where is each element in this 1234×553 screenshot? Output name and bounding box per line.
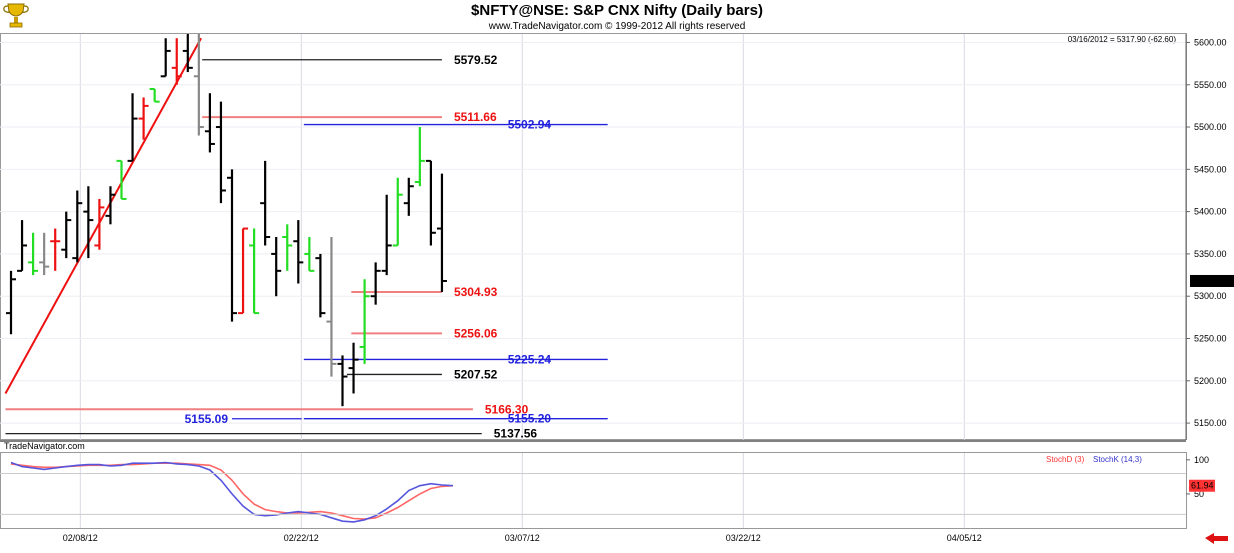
ohlc-bar [348,342,359,394]
ohlc-bar [204,93,215,153]
price-tick-label: 5450.00 [1194,164,1227,174]
stoch-tick-label: 50 [1194,489,1204,499]
stochastic-lines [10,461,454,523]
price-axis: 5150.00 5200.00 5250.00 5300.00 5350.00 5400.… [1185,34,1234,440]
last-price-label: 5317.90 [1192,276,1225,286]
date-tick-label: 02/08/12 [63,533,98,543]
stoch-panel-label: TradeNavigator.com [4,441,85,451]
date-tick-label: 03/22/12 [726,533,761,543]
ohlc-bar [17,220,28,272]
price-tick-label: 5200.00 [1194,376,1227,386]
last-price-box [1190,274,1234,287]
trophy-icon [3,3,29,28]
ohlc-bar [238,227,249,315]
level-label-5304.93: 5304.93 [454,285,498,299]
ohlc-bar [370,262,381,305]
ohlc-bars [6,34,447,407]
legend-stoch-k: StochK (14,3) [1093,455,1142,464]
ohlc-bar [149,87,160,103]
chart-subtitle: www.TradeNavigator.com © 1999-2012 All r… [488,21,746,32]
ohlc-bar [215,101,226,204]
stoch-axis: 50 100 61.94 [0,455,1215,515]
date-tick-label: 03/07/12 [505,533,540,543]
price-tick-label: 5500.00 [1194,122,1227,132]
price-tick-label: 5300.00 [1194,291,1227,301]
uptrend-line [4,37,202,394]
stoch-panel-frame [0,452,1187,529]
ohlc-bar [105,186,116,225]
ohlc-bar [182,34,193,73]
ohlc-bar [271,237,282,297]
ohlc-bar [381,194,392,276]
price-tick-label: 5150.00 [1194,418,1227,428]
ohlc-bar [282,224,293,271]
ohlc-bar [61,211,72,259]
stoch-last-box [1189,479,1215,492]
ohlc-bar [315,253,326,318]
price-tick-label: 5550.00 [1194,80,1227,90]
ohlc-bar [425,159,436,246]
level-label-5155.20: 5155.20 [508,412,552,426]
ohlc-bar [171,38,182,85]
ohlc-bar [160,38,171,78]
level-label-5225.24: 5225.24 [508,352,552,366]
level-label-5137.56: 5137.56 [494,427,538,441]
chart-title: $NFTY@NSE: S&P CNX Nifty (Daily bars) [471,2,763,19]
ohlc-bar [436,173,447,292]
scroll-right-arrow-icon[interactable] [1200,532,1230,545]
ohlc-bar [6,270,16,335]
stoch-last-label: 61.94 [1191,481,1214,491]
ohlc-bar [94,198,105,250]
ohlc-bar [227,169,237,322]
ohlc-bar [260,160,271,246]
date-tick-label: 02/22/12 [284,533,319,543]
ohlc-bar [138,97,149,140]
price-tick-label: 5350.00 [1194,249,1227,259]
legend-stoch-d: StochD (3) [1046,455,1085,464]
ohlc-bar [193,34,204,136]
ohlc-bar [414,127,425,187]
ohlc-bar [72,190,83,263]
level-label-5155.09: 5155.09 [185,412,229,426]
ohlc-bar [304,237,315,272]
price-readout: 03/16/2012 = 5317.90 (-62.60) [1068,35,1177,44]
ohlc-bar [249,228,260,315]
ohlc-bar [28,232,39,276]
ohlc-bar [326,237,337,377]
date-tick-label: 04/05/12 [947,533,982,543]
stoch-k-line [10,461,454,523]
level-label-5511.66: 5511.66 [454,110,497,124]
level-label-5256.06: 5256.06 [454,326,498,340]
ohlc-bar [83,186,94,259]
level-label-5207.52: 5207.52 [454,367,498,381]
ohlc-bar [50,228,61,271]
ohlc-bar [127,93,138,162]
level-label-5166.30: 5166.30 [485,402,529,416]
ohlc-bar [337,355,348,407]
ohlc-bar [359,279,370,364]
grid [0,34,1186,528]
date-axis: 02/08/12 02/22/12 03/07/12 03/22/12 04/05/12 [63,533,982,543]
ohlc-bar [293,220,304,284]
ohlc-bar [403,177,414,216]
level-label-5579.52: 5579.52 [454,53,498,67]
stoch-tick-label: 100 [1194,455,1209,465]
ohlc-bar [392,177,403,247]
price-tick-label: 5250.00 [1194,334,1227,344]
level-label-5502.94: 5502.94 [508,118,552,132]
trend-line-layer [4,37,202,394]
price-tick-label: 5400.00 [1194,207,1227,217]
ohlc-bar [39,232,50,276]
ohlc-bar [116,159,127,200]
price-tick-label: 5600.00 [1194,37,1227,47]
level-lines: 5579.52 5511.66 5502.94 5304.93 5256.06 5225.… [5,53,608,441]
